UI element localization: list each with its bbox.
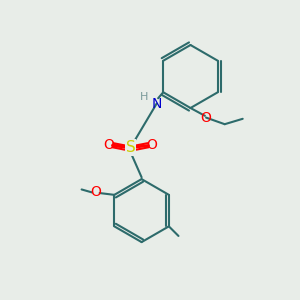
Text: O: O bbox=[201, 111, 212, 124]
Text: H: H bbox=[140, 92, 148, 102]
Text: O: O bbox=[90, 185, 101, 200]
Text: O: O bbox=[103, 138, 114, 152]
Text: O: O bbox=[147, 138, 158, 152]
Text: S: S bbox=[126, 140, 135, 155]
Text: N: N bbox=[152, 97, 162, 111]
